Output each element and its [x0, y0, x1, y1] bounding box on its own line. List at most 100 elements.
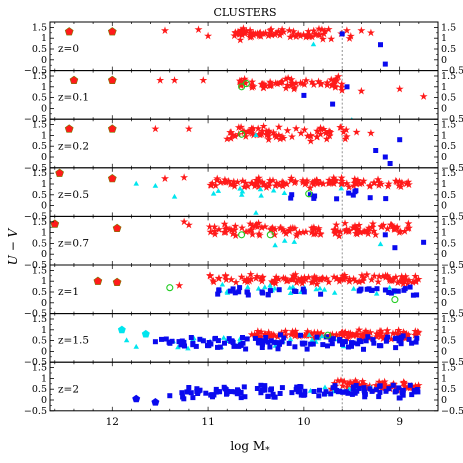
red-star-marker	[342, 225, 351, 233]
red-star-marker	[288, 327, 297, 335]
cyan-triangle-marker	[291, 239, 298, 244]
blue-square-marker	[152, 339, 158, 345]
red-star-marker	[328, 330, 337, 338]
red-star-marker	[349, 223, 357, 232]
y-tick-label-right: 1	[441, 179, 447, 190]
cyan-triangle-marker	[272, 242, 278, 248]
blue-square-marker	[185, 389, 191, 395]
red-star-marker	[385, 276, 394, 285]
red-star-marker	[282, 276, 291, 285]
red-star-marker	[278, 225, 287, 233]
red-star-marker	[231, 132, 240, 140]
red-star-marker	[237, 123, 246, 131]
cyan-triangle-marker	[237, 185, 243, 191]
red-pentagon-marker	[69, 75, 79, 84]
red-star-marker	[319, 179, 328, 188]
red-star-marker	[336, 227, 345, 236]
panel-markers	[117, 325, 423, 352]
red-star-marker	[221, 272, 230, 280]
red-star-marker	[234, 123, 243, 131]
red-star-marker	[289, 275, 297, 283]
red-star-marker	[226, 134, 235, 142]
blue-square-marker	[252, 335, 258, 341]
red-star-marker	[383, 224, 392, 233]
red-star-marker	[339, 331, 348, 339]
red-star-marker	[274, 27, 283, 35]
redshift-label: z=0.5	[58, 189, 89, 201]
red-star-marker	[367, 275, 376, 284]
red-star-marker	[374, 277, 383, 286]
red-star-marker	[267, 25, 276, 33]
red-star-marker	[320, 26, 329, 35]
cyan-triangle-marker	[258, 192, 264, 198]
red-star-marker	[307, 223, 316, 232]
x-axis-label-text: log M	[230, 439, 265, 453]
red-star-marker	[297, 129, 305, 137]
green-ring-marker	[391, 296, 399, 304]
blue-square-marker	[345, 390, 351, 396]
red-star-marker	[401, 333, 410, 342]
red-star-marker	[311, 229, 320, 238]
red-star-marker	[330, 77, 339, 86]
red-pentagon-marker	[107, 75, 117, 84]
blue-square-marker	[182, 343, 187, 349]
red-star-marker	[290, 83, 299, 91]
red-star-marker	[266, 77, 275, 86]
red-star-marker	[312, 274, 321, 282]
y-tick-label-right: 1.5	[441, 22, 456, 33]
red-star-marker	[307, 278, 316, 286]
blue-square-marker	[392, 245, 398, 251]
red-star-marker	[267, 330, 276, 339]
red-star-marker	[283, 81, 292, 89]
red-star-marker	[252, 274, 260, 282]
blue-square-marker	[166, 339, 172, 345]
red-star-marker	[236, 81, 245, 89]
red-star-marker	[351, 178, 360, 186]
blue-square-marker	[301, 92, 307, 98]
blue-square-marker	[337, 388, 343, 394]
red-star-marker	[355, 277, 364, 286]
blue-square-marker	[289, 390, 295, 396]
red-star-marker	[310, 225, 319, 233]
y-tick-label-right: 0.5	[441, 238, 456, 249]
red-star-marker	[414, 275, 423, 283]
blue-square-marker	[300, 286, 306, 292]
red-star-marker	[340, 329, 349, 337]
red-star-marker	[247, 179, 256, 187]
blue-square-marker	[180, 394, 186, 400]
blue-square-marker	[402, 286, 408, 292]
red-star-marker	[408, 278, 417, 286]
blue-square-marker	[163, 336, 169, 342]
y-tick-label-left: 1	[41, 228, 47, 239]
red-star-marker	[289, 329, 298, 337]
red-star-marker	[290, 224, 299, 232]
red-star-marker	[375, 377, 384, 386]
y-tick-label-right: 0	[441, 55, 447, 66]
blue-square-marker	[169, 338, 175, 344]
panel-4: 1.5 1.51 10.5 0.50 0−0.5 −0.5z=0.5	[24, 167, 463, 222]
red-star-marker	[229, 229, 237, 238]
redshift-label: z=0.7	[58, 238, 89, 250]
red-star-marker	[319, 125, 328, 133]
red-star-marker	[290, 178, 299, 187]
blue-square-marker	[349, 343, 354, 349]
red-star-marker	[251, 29, 260, 38]
blue-square-marker	[215, 291, 221, 297]
red-star-marker	[303, 176, 311, 185]
red-star-marker	[300, 80, 309, 88]
red-star-marker	[309, 80, 318, 89]
red-star-marker	[349, 181, 358, 190]
blue-square-marker	[279, 339, 285, 345]
y-tick-label-left: 0.5	[32, 336, 47, 347]
blue-square-marker	[258, 382, 264, 388]
red-star-marker	[255, 31, 264, 40]
y-tick-label-right: 0	[441, 395, 447, 406]
red-star-marker	[300, 125, 309, 134]
red-star-marker	[402, 275, 411, 284]
blue-square-marker	[361, 346, 366, 352]
red-star-marker	[222, 223, 231, 232]
blue-square-marker	[275, 346, 281, 352]
red-star-marker	[303, 327, 312, 335]
blue-square-marker	[304, 346, 310, 352]
red-star-marker	[156, 76, 165, 84]
